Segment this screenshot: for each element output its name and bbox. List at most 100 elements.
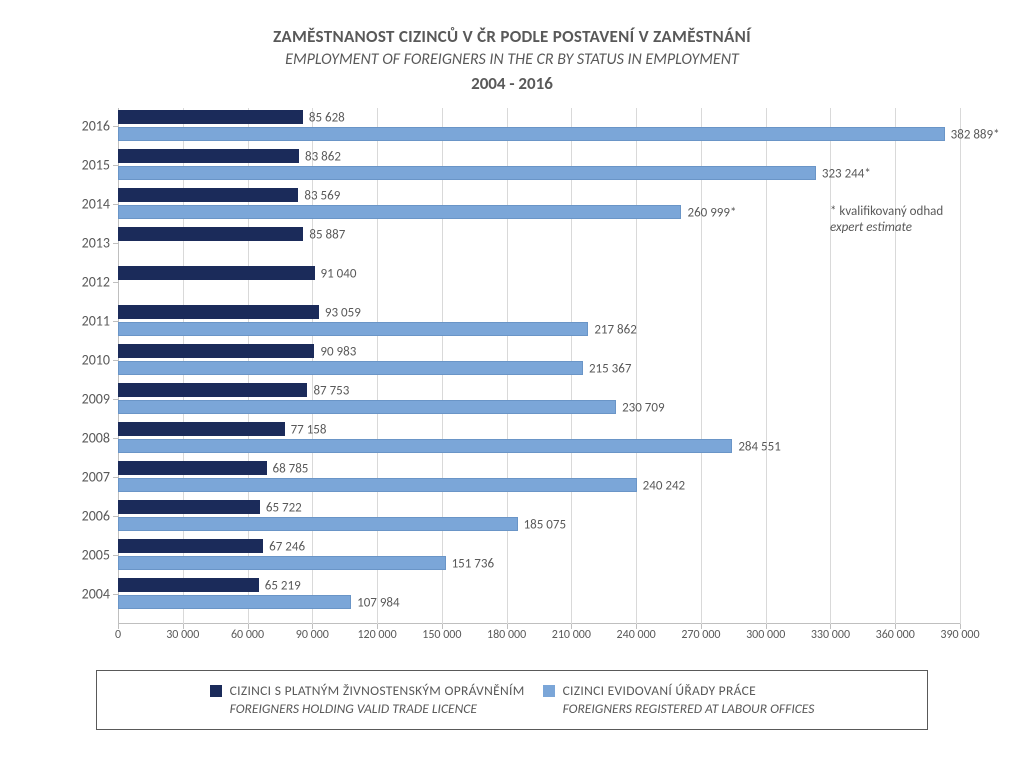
legend-text-light: CIZINCI EVIDOVANÍ ÚŘADY PRÁCE FOREIGNERS…: [563, 682, 815, 717]
bar-label: 67 246: [269, 540, 305, 555]
bar-label: 260 999*: [687, 206, 736, 221]
bar-trade-licence: [118, 578, 259, 592]
bar-trade-licence: [118, 461, 267, 475]
bar-labour-office: [118, 478, 637, 492]
year-label: 2010: [62, 351, 110, 368]
bar-label: 323 244*: [822, 167, 871, 182]
bar-label: 93 059: [325, 306, 361, 321]
bar-label: 83 569: [304, 189, 340, 204]
bar-trade-licence: [118, 422, 285, 436]
bar-label: 65 722: [266, 501, 302, 516]
year-label: 2016: [62, 117, 110, 134]
bar-label: 91 040: [321, 267, 357, 282]
title-block: ZAMĚSTNANOST CIZINCŮ V ČR PODLE POSTAVEN…: [0, 0, 1024, 95]
legend-item-trade-licence: CIZINCI S PLATNÝM ŽIVNOSTENSKÝM OPRÁVNĚN…: [210, 682, 525, 717]
legend-dark-line1: CIZINCI S PLATNÝM ŽIVNOSTENSKÝM OPRÁVNĚN…: [230, 682, 525, 700]
legend: CIZINCI S PLATNÝM ŽIVNOSTENSKÝM OPRÁVNĚN…: [96, 670, 928, 730]
chart-container: ZAMĚSTNANOST CIZINCŮ V ČR PODLE POSTAVEN…: [0, 0, 1024, 768]
legend-dark-line2: FOREIGNERS HOLDING VALID TRADE LICENCE: [230, 700, 525, 718]
chart-area: 85 628382 889*83 862323 244*83 569260 99…: [60, 108, 960, 656]
year-label: 2004: [62, 585, 110, 602]
bar-label: 87 753: [313, 384, 349, 399]
bar-label: 83 862: [305, 150, 341, 165]
bar-label: 185 075: [524, 518, 566, 533]
year-label: 2007: [62, 468, 110, 485]
year-label: 2014: [62, 195, 110, 212]
grid-line: [766, 108, 767, 624]
bar-trade-licence: [118, 110, 303, 124]
x-tick-label: 30 000: [166, 628, 199, 642]
grid-line: [636, 108, 637, 624]
legend-light-line1: CIZINCI EVIDOVANÍ ÚŘADY PRÁCE: [563, 682, 815, 700]
y-tick: [113, 282, 118, 283]
grid-line: [895, 108, 896, 624]
y-tick: [113, 243, 118, 244]
x-tick-label: 240 000: [617, 628, 656, 642]
bar-labour-office: [118, 205, 681, 219]
bar-labour-office: [118, 556, 446, 570]
note-line2: expert estimate: [830, 220, 943, 236]
bar-labour-office: [118, 517, 518, 531]
grid-line: [701, 108, 702, 624]
bar-label: 240 242: [643, 479, 685, 494]
legend-text-dark: CIZINCI S PLATNÝM ŽIVNOSTENSKÝM OPRÁVNĚN…: [230, 682, 525, 717]
x-tick-label: 300 000: [746, 628, 785, 642]
x-tick-label: 120 000: [357, 628, 396, 642]
title-en: EMPLOYMENT OF FOREIGNERS IN THE CR BY ST…: [0, 49, 1024, 71]
x-tick-label: 150 000: [422, 628, 461, 642]
year-label: 2011: [62, 312, 110, 329]
x-axis-line: [118, 623, 960, 624]
bar-label: 230 709: [622, 401, 664, 416]
grid-line: [830, 108, 831, 624]
bar-labour-office: [118, 127, 945, 141]
bar-labour-office: [118, 166, 816, 180]
year-label: 2012: [62, 273, 110, 290]
bar-label: 68 785: [273, 462, 309, 477]
bar-label: 85 887: [309, 228, 345, 243]
x-tick-label: 0: [115, 628, 121, 642]
note-line1: * kvalifikovaný odhad: [830, 204, 943, 220]
bar-labour-office: [118, 361, 583, 375]
bar-label: 382 889*: [951, 128, 1000, 143]
bar-label: 65 219: [265, 579, 301, 594]
bar-label: 85 628: [309, 111, 345, 126]
bar-label: 77 158: [291, 423, 327, 438]
bar-label: 90 983: [320, 345, 356, 360]
bar-trade-licence: [118, 227, 303, 241]
bar-label: 151 736: [452, 557, 494, 572]
x-tick-label: 360 000: [876, 628, 915, 642]
bar-labour-office: [118, 439, 732, 453]
x-tick-label: 60 000: [231, 628, 264, 642]
bar-trade-licence: [118, 539, 263, 553]
year-label: 2005: [62, 546, 110, 563]
title-cs: ZAMĚSTNANOST CIZINCŮ V ČR PODLE POSTAVEN…: [0, 26, 1024, 49]
x-tick-label: 180 000: [487, 628, 526, 642]
legend-item-labour-office: CIZINCI EVIDOVANÍ ÚŘADY PRÁCE FOREIGNERS…: [543, 682, 815, 717]
bar-labour-office: [118, 595, 351, 609]
x-tick-label: 270 000: [681, 628, 720, 642]
grid-line: [960, 108, 961, 624]
legend-swatch-dark: [210, 685, 222, 697]
bar-trade-licence: [118, 266, 315, 280]
x-tick-label: 330 000: [811, 628, 850, 642]
bar-labour-office: [118, 400, 616, 414]
legend-inner: CIZINCI S PLATNÝM ŽIVNOSTENSKÝM OPRÁVNĚN…: [210, 682, 815, 717]
estimate-note: * kvalifikovaný odhad expert estimate: [830, 204, 943, 237]
bar-label: 215 367: [589, 362, 631, 377]
bar-trade-licence: [118, 344, 314, 358]
bar-trade-licence: [118, 149, 299, 163]
bar-labour-office: [118, 322, 588, 336]
bar-label: 217 862: [594, 323, 636, 338]
bar-label: 284 551: [738, 440, 780, 455]
plot-area: 85 628382 889*83 862323 244*83 569260 99…: [118, 108, 960, 624]
bar-trade-licence: [118, 305, 319, 319]
x-tick-label: 390 000: [940, 628, 979, 642]
legend-swatch-light: [543, 685, 555, 697]
bar-label: 107 984: [357, 596, 399, 611]
year-label: 2006: [62, 507, 110, 524]
year-label: 2013: [62, 234, 110, 251]
bar-trade-licence: [118, 383, 307, 397]
x-tick-label: 210 000: [552, 628, 591, 642]
title-years: 2004 - 2016: [0, 73, 1024, 96]
bar-trade-licence: [118, 188, 298, 202]
